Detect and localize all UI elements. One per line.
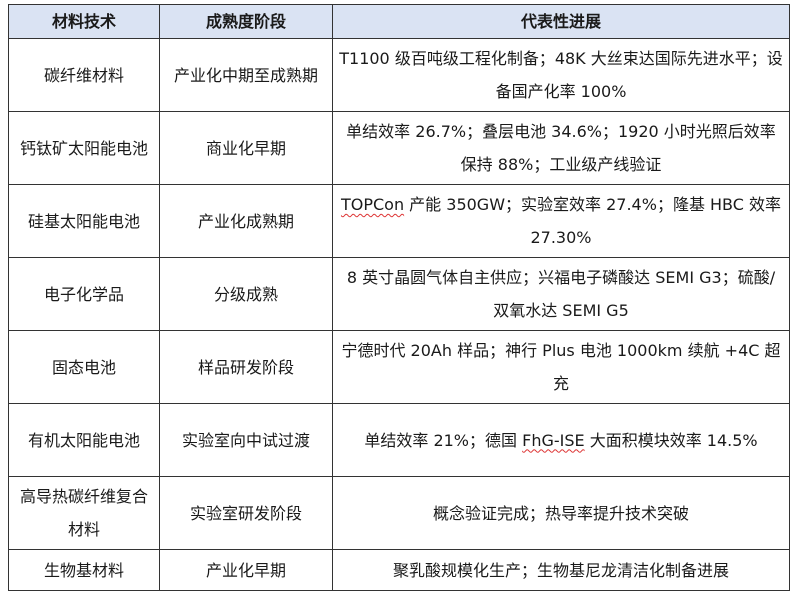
progress-cell: 聚乳酸规模化生产；生物基尼龙清洁化制备进展 (332, 549, 790, 591)
table-row: 有机太阳能电池 实验室向中试过渡 单结效率 21%；德国 FhG-ISE 大面积… (8, 403, 790, 477)
material-cell: 钙钛矿太阳能电池 (8, 111, 160, 185)
progress-text: 宁德时代 20Ah 样品；神行 Plus 电池 1000km 续航 +4C 超充 (341, 341, 781, 393)
spellcheck-term: TOPCon (340, 195, 405, 214)
table-row: 固态电池 样品研发阶段 宁德时代 20Ah 样品；神行 Plus 电池 1000… (8, 330, 790, 404)
progress-text: 概念验证完成；热导率提升技术突破 (432, 503, 689, 523)
material-cell: 碳纤维材料 (8, 38, 160, 112)
material-cell: 硅基太阳能电池 (8, 184, 160, 258)
header-material: 材料技术 (8, 4, 160, 39)
stage-cell: 产业化成熟期 (159, 184, 333, 258)
progress-cell: 单结效率 26.7%；叠层电池 34.6%；1920 小时光照后效率保持 88%… (332, 111, 790, 185)
table-row: 生物基材料 产业化早期 聚乳酸规模化生产；生物基尼龙清洁化制备进展 (8, 549, 790, 591)
table-row: 钙钛矿太阳能电池 商业化早期 单结效率 26.7%；叠层电池 34.6%；192… (8, 111, 790, 185)
table-row: 碳纤维材料 产业化中期至成熟期 T1100 级百吨级工程化制备；48K 大丝束达… (8, 38, 790, 112)
progress-text: T1100 级百吨级工程化制备；48K 大丝束达国际先进水平；设备国产化率 10… (339, 49, 783, 101)
progress-text: 产能 350GW；实验室效率 27.4%；隆基 HBC 效率 27.30% (404, 195, 782, 247)
progress-text: 8 英寸晶圆气体自主供应；兴福电子磷酸达 SEMI G3；硫酸/双氧水达 SEM… (346, 268, 776, 320)
table-row: 高导热碳纤维复合材料 实验室研发阶段 概念验证完成；热导率提升技术突破 (8, 476, 790, 550)
stage-cell: 商业化早期 (159, 111, 333, 185)
table-row: 电子化学品 分级成熟 8 英寸晶圆气体自主供应；兴福电子磷酸达 SEMI G3；… (8, 257, 790, 331)
progress-cell: 宁德时代 20Ah 样品；神行 Plus 电池 1000km 续航 +4C 超充 (332, 330, 790, 404)
progress-text: 聚乳酸规模化生产；生物基尼龙清洁化制备进展 (392, 560, 729, 580)
stage-cell: 实验室向中试过渡 (159, 403, 333, 477)
progress-cell: T1100 级百吨级工程化制备；48K 大丝束达国际先进水平；设备国产化率 10… (332, 38, 790, 112)
table-row: 硅基太阳能电池 产业化成熟期 TOPCon 产能 350GW；实验室效率 27.… (8, 184, 790, 258)
material-cell: 固态电池 (8, 330, 160, 404)
progress-text: 单结效率 26.7%；叠层电池 34.6%；1920 小时光照后效率保持 88%… (346, 122, 776, 174)
material-cell: 生物基材料 (8, 549, 160, 591)
spellcheck-term: FhG-ISE (522, 430, 585, 450)
stage-cell: 产业化早期 (159, 549, 333, 591)
progress-prefix: 单结效率 21%；德国 (364, 430, 523, 450)
material-cell: 高导热碳纤维复合材料 (8, 476, 160, 550)
progress-text: 大面积模块效率 14.5% (584, 430, 758, 450)
header-row: 材料技术 成熟度阶段 代表性进展 (8, 4, 790, 39)
material-cell: 电子化学品 (8, 257, 160, 331)
stage-cell: 样品研发阶段 (159, 330, 333, 404)
stage-cell: 实验室研发阶段 (159, 476, 333, 550)
progress-cell: TOPCon 产能 350GW；实验室效率 27.4%；隆基 HBC 效率 27… (332, 184, 790, 258)
progress-cell: 8 英寸晶圆气体自主供应；兴福电子磷酸达 SEMI G3；硫酸/双氧水达 SEM… (332, 257, 790, 331)
material-cell: 有机太阳能电池 (8, 403, 160, 477)
header-stage: 成熟度阶段 (159, 4, 333, 39)
stage-cell: 分级成熟 (159, 257, 333, 331)
progress-cell: 概念验证完成；热导率提升技术突破 (332, 476, 790, 550)
progress-cell: 单结效率 21%；德国 FhG-ISE 大面积模块效率 14.5% (332, 403, 790, 477)
header-progress: 代表性进展 (332, 4, 790, 39)
stage-cell: 产业化中期至成熟期 (159, 38, 333, 112)
materials-table: 材料技术 成熟度阶段 代表性进展 碳纤维材料 产业化中期至成熟期 T1100 级… (8, 4, 790, 591)
